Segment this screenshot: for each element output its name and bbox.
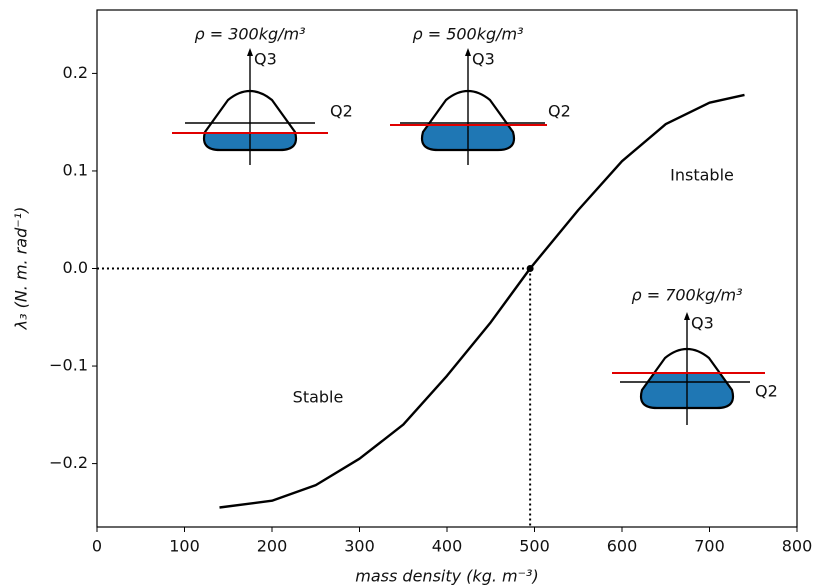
y-tick-label: 0.2	[63, 63, 88, 82]
inset-label: ρ = 300kg/m³	[194, 25, 305, 44]
x-tick-label: 700	[694, 537, 725, 556]
x-tick-label: 300	[344, 537, 375, 556]
axis-name: Q3	[472, 50, 495, 69]
line-series	[219, 93, 745, 509]
y-tick-label: −0.1	[49, 356, 88, 375]
x-tick-label: 600	[607, 537, 638, 556]
inset: ρ = 700kg/m³ Q3 Q2	[612, 286, 778, 425]
q3-arrow	[465, 48, 471, 56]
region-label: Stable	[293, 388, 344, 407]
inset: ρ = 300kg/m³ Q3 Q2	[172, 25, 353, 165]
x-tick-label: 500	[519, 537, 550, 556]
hull	[639, 347, 735, 410]
x-tick-label: 800	[782, 537, 813, 556]
axis-name: Q2	[755, 382, 778, 401]
y-axis-label: λ₃ (N. m. rad⁻¹)	[12, 207, 31, 331]
hull	[420, 89, 516, 152]
inset: ρ = 500kg/m³ Q3 Q2	[390, 25, 571, 165]
q3-arrow	[247, 48, 253, 56]
x-tick-label: 100	[169, 537, 200, 556]
critical-point	[526, 265, 534, 272]
y-tick-label: 0.1	[63, 160, 88, 179]
x-tick-label: 0	[92, 537, 102, 556]
hull	[202, 89, 298, 152]
x-axis-label: mass density (kg. m⁻³)	[355, 567, 538, 586]
x-tick-label: 200	[257, 537, 288, 556]
inset-label: ρ = 500kg/m³	[412, 25, 523, 44]
axis-name: Q2	[548, 102, 571, 121]
y-tick-label: −0.2	[49, 453, 88, 472]
x-tick-label: 400	[432, 537, 463, 556]
y-tick-label: 0.0	[63, 258, 88, 277]
axis-name: Q2	[330, 102, 353, 121]
axis-name: Q3	[254, 50, 277, 69]
region-label: Instable	[670, 166, 734, 185]
axis-name: Q3	[691, 314, 714, 333]
inset-label: ρ = 700kg/m³	[631, 286, 742, 305]
q3-arrow	[684, 312, 690, 320]
